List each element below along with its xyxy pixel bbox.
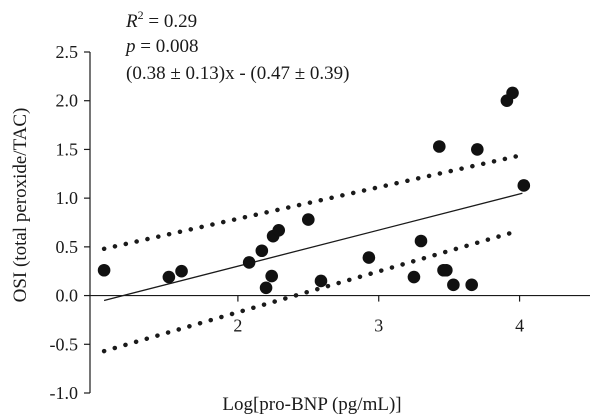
y-tick-label: -0.5 <box>50 334 79 354</box>
data-point <box>255 244 269 258</box>
data-point <box>242 256 256 269</box>
y-tick-label: 2.5 <box>56 42 79 62</box>
stats-annotation: R2 = 0.29 p = 0.008 (0.38 ± 0.13)x - (0.… <box>124 8 350 84</box>
data-point <box>432 140 446 153</box>
data-point <box>314 274 328 288</box>
y-tick-label: 0.0 <box>56 286 79 306</box>
data-point <box>440 263 453 277</box>
data-point <box>517 179 531 192</box>
data-point <box>265 269 278 283</box>
data-point <box>407 270 421 284</box>
y-tick-label: -1.0 <box>50 383 79 403</box>
y-tick-label: 2.0 <box>56 91 79 111</box>
regression-line <box>103 192 523 302</box>
y-axis-label: OSI (total peroxide/TAC) <box>10 108 31 303</box>
x-tick-label: 2 <box>233 316 242 336</box>
data-point <box>414 234 428 248</box>
data-point <box>302 213 315 226</box>
data-point <box>97 263 111 277</box>
data-point <box>362 251 376 264</box>
p-value-text: p = 0.008 <box>124 36 198 57</box>
data-point <box>162 270 176 284</box>
y-tick-label: 1.0 <box>56 188 79 208</box>
data-point <box>272 223 286 237</box>
data-point <box>471 143 484 156</box>
y-tick-label: 1.5 <box>56 139 79 159</box>
data-point <box>447 278 460 292</box>
x-axis-label: Log[pro-BNP (pg/mL)] <box>222 394 401 415</box>
axes: -1.0 -0.5 0.0 0.5 1.0 1.5 2.0 2.5 2 3 4 <box>50 42 590 403</box>
data-point <box>259 281 273 295</box>
upper-confidence-line <box>101 153 520 252</box>
confidence-bands <box>101 153 520 354</box>
data-points <box>97 86 531 295</box>
x-tick-label: 3 <box>374 316 383 336</box>
data-point <box>175 264 188 278</box>
regression-group <box>103 192 523 302</box>
x-tick-label: 4 <box>515 316 524 336</box>
data-point <box>506 86 519 100</box>
data-point <box>465 278 478 292</box>
y-tick-label: 0.5 <box>56 237 79 257</box>
lower-confidence-line <box>101 229 520 354</box>
r-squared-text: R2 = 0.29 <box>125 8 197 32</box>
regression-equation: (0.38 ± 0.13)x - (0.47 ± 0.39) <box>126 63 350 84</box>
